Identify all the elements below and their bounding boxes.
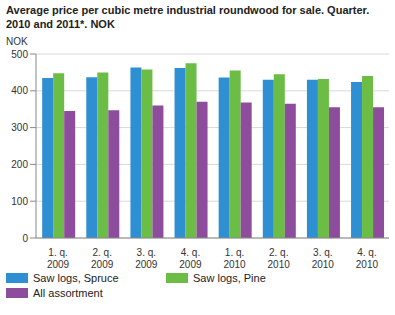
svg-text:1. q.2010: 1. q.2010 xyxy=(223,247,246,268)
svg-text:200: 200 xyxy=(11,159,28,170)
svg-text:2. q.2009: 2. q.2009 xyxy=(91,247,114,268)
html-text:Average price per cubic metre: Average price per cubic metre industrial… xyxy=(6,4,370,30)
svg-text:3. q.2010: 3. q.2010 xyxy=(312,247,335,268)
svg-text:0: 0 xyxy=(22,233,28,244)
svg-text:1. q.2009: 1. q.2009 xyxy=(47,247,70,268)
svg-text:100: 100 xyxy=(11,196,28,207)
html-text:All assortment: All assortment xyxy=(33,287,103,299)
svg-text:400: 400 xyxy=(11,85,28,96)
svg-text:4. q.2010: 4. q.2010 xyxy=(356,247,379,268)
html-text:Saw logs, Pine: Saw logs, Pine xyxy=(193,272,266,284)
svg-text:4. q.2009: 4. q.2009 xyxy=(179,247,202,268)
svg-text:300: 300 xyxy=(11,122,28,133)
html-text:Saw logs, Spruce: Saw logs, Spruce xyxy=(33,272,119,284)
svg-text:3. q.2009: 3. q.2009 xyxy=(135,247,158,268)
svg-text:2. q.2010: 2. q.2010 xyxy=(268,247,291,268)
html-text:NOK: NOK xyxy=(6,36,28,47)
svg-text:500: 500 xyxy=(11,49,28,60)
